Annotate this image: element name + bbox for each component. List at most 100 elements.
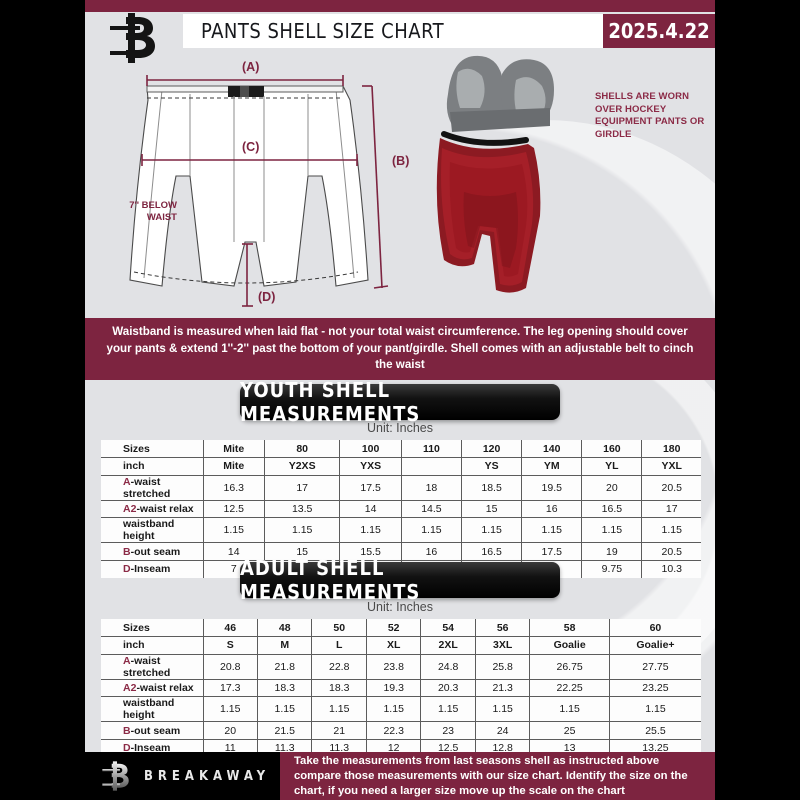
table-cell: 16 [521,499,583,519]
table-cell: 1.15 [641,517,701,544]
table-cell: 14 [339,499,402,519]
table-cell: 120 [460,440,523,459]
row-label-marker: B [123,724,131,737]
dimension-label-b: (B) [392,154,410,168]
table-cell: Mite [202,440,265,459]
youth-banner-label: YOUTH SHELL MEASUREMENTS [240,378,421,426]
table-cell: 100 [339,440,402,459]
table-cell: 80 [263,440,341,459]
row-label-marker: A2 [123,681,137,694]
table-cell: XL [365,636,422,655]
table-cell: 1.15 [460,517,523,544]
table-cell: 15 [460,499,523,519]
table-cell: 14 [202,542,265,561]
table-row: B-out seam 20 21.5 21 22.3 23 24 25 25.5 [101,721,701,740]
table-cell: 25 [529,721,610,740]
table-cell: 110 [400,440,463,459]
footer-brand: BREAKAWAY [100,752,280,800]
table-cell: 1.15 [339,517,402,544]
table-cell: 17.3 [202,678,258,698]
table-cell: 20 [581,474,643,501]
breakaway-logo-footer-icon [100,759,134,793]
table-cell: 1.15 [365,696,422,723]
table-cell: Y2XS [263,457,341,476]
table-cell: 1.15 [420,696,476,723]
adult-size-table: Sizes 46 48 50 52 54 56 58 60 inch S M L XL 2XL 3XL Goal… [101,619,701,757]
table-cell: 50 [311,619,367,638]
below-waist-note: 7'' BELOW WAIST [129,200,177,223]
table-cell: 1.15 [474,696,531,723]
table-cell: 12.5 [202,499,265,519]
row-label: waistband height [101,517,204,544]
row-label: inch [101,636,204,655]
table-cell: YXS [339,457,402,476]
table-cell: L [311,636,367,655]
table-row: Sizes Mite 80 100 110 120 140 160 180 [101,440,701,459]
row-label: Sizes [101,619,204,638]
table-cell: 25.8 [474,653,531,680]
page-title-box: PANTS SHELL SIZE CHART [183,14,603,48]
table-cell: 21.5 [256,721,313,740]
dimension-label-c: (C) [242,140,260,154]
table-cell: 25.5 [608,721,701,740]
table-cell [400,457,463,476]
row-label: A2-waist relax [101,678,204,698]
table-cell: 1.15 [529,696,610,723]
row-label: waistband height [101,696,204,723]
table-cell: 13.5 [263,499,341,519]
adult-banner-label: ADULT SHELL MEASUREMENTS [240,556,421,604]
row-label: A-waist stretched [101,653,204,680]
table-cell: 18.3 [311,678,367,698]
table-row: waistband height 1.15 1.15 1.15 1.15 1.15 1.15… [101,517,701,544]
table-cell: 23.8 [365,653,422,680]
table-cell: Goalie+ [608,636,701,655]
table-cell: 1.15 [256,696,313,723]
table-row: inch S M L XL 2XL 3XL Goalie Goalie+ [101,636,701,655]
pants-technical-drawing: (A) (B) (C) (D) [100,56,430,314]
footer-brand-name: BREAKAWAY [144,768,271,784]
table-cell: 27.75 [608,653,701,680]
table-cell: 20.5 [641,474,701,501]
table-cell: 2XL [420,636,476,655]
table-cell: 24 [474,721,531,740]
table-cell: 20.5 [641,542,701,561]
table-cell: 17 [641,499,701,519]
table-row: A-waist stretched 16.3 17 17.5 18 18.5 19.5 20 2… [101,474,701,501]
table-cell: 1.15 [521,517,583,544]
table-cell: 60 [608,619,701,638]
table-cell: 17.5 [339,474,402,501]
table-cell: 1.15 [311,696,367,723]
table-cell: 16.3 [202,474,265,501]
table-cell: 46 [202,619,258,638]
adult-section-banner: ADULT SHELL MEASUREMENTS [240,556,560,604]
table-cell: 18 [400,474,463,501]
table-row: waistband height 1.15 1.15 1.15 1.15 1.15 1.15… [101,696,701,723]
table-row: Sizes 46 48 50 52 54 56 58 60 [101,619,701,638]
footer-instruction-text: Take the measurements from last seasons … [294,754,688,797]
row-label: A-waist stretched [101,474,204,501]
table-cell: 23 [420,721,476,740]
table-cell: 3XL [474,636,531,655]
table-cell: 21.3 [474,678,531,698]
table-cell: 140 [521,440,583,459]
row-label: inch [101,457,204,476]
table-cell: 20.8 [202,653,258,680]
dimension-label-d: (D) [258,290,276,304]
table-row: A2-waist relax 12.5 13.5 14 14.5 15 16 16.5 17 [101,499,701,519]
table-cell: 23.25 [608,678,701,698]
table-cell: 1.15 [202,696,258,723]
instruction-band: Waistband is measured when laid flat - n… [85,318,715,380]
adult-table-wrap: Sizes 46 48 50 52 54 56 58 60 inch S M L XL 2XL 3XL Goal… [101,619,701,757]
table-cell: 19.3 [365,678,422,698]
table-cell: 9.75 [581,559,643,578]
photo-note: SHELLS ARE WORN OVER HOCKEY EQUIPMENT PA… [595,91,705,140]
header-accent-bar [85,0,715,12]
table-row: inch Mite Y2XS YXS YS YM YL YXL [101,457,701,476]
row-label-marker: B [123,545,131,558]
instruction-text: Waistband is measured when laid flat - n… [106,325,694,372]
table-cell: YM [521,457,583,476]
youth-section-banner: YOUTH SHELL MEASUREMENTS [240,378,560,426]
page-title: PANTS SHELL SIZE CHART [201,19,445,43]
table-cell: 16.5 [581,499,643,519]
